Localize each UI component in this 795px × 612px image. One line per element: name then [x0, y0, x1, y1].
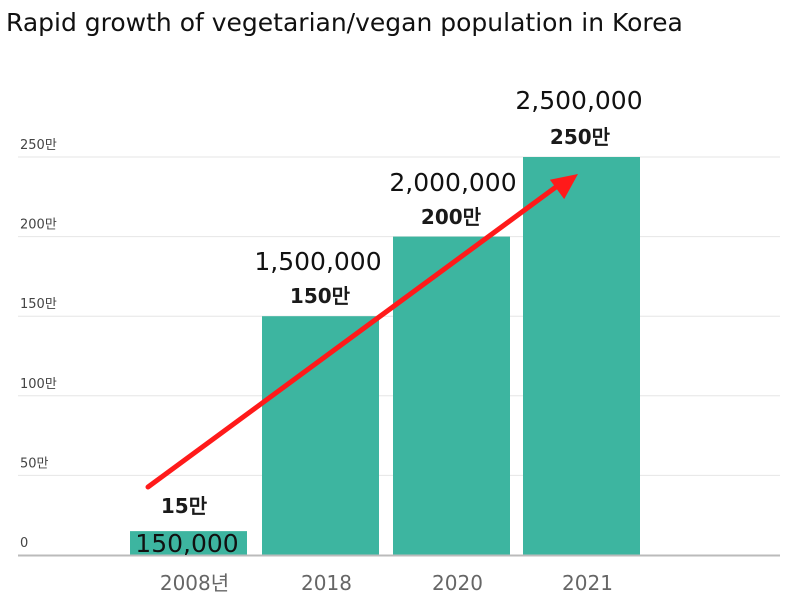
x-tick-label: 2021	[562, 571, 613, 595]
annotation-label: 2,500,000	[515, 86, 642, 115]
y-tick-label: 0	[20, 536, 28, 551]
y-tick-label: 50만	[20, 456, 49, 471]
data-label: 250만	[550, 125, 611, 149]
y-tick-label: 250만	[20, 138, 57, 153]
annotation-label: 150,000	[135, 529, 238, 558]
bar	[523, 157, 640, 555]
y-tick-label: 200만	[20, 218, 57, 233]
y-tick-label: 150만	[20, 297, 57, 312]
trend-arrow-head	[549, 174, 578, 200]
x-tick-label: 2020	[432, 571, 483, 595]
y-tick-label: 100만	[20, 377, 57, 392]
chart-title: Rapid growth of vegetarian/vegan populat…	[6, 8, 683, 37]
trend-arrow-line	[145, 181, 563, 490]
annotation-label: 1,500,000	[254, 247, 381, 276]
bar	[393, 236, 510, 555]
bar	[130, 531, 247, 555]
annotation-label: 2,000,000	[389, 168, 516, 197]
data-label: 15만	[161, 494, 208, 518]
data-label: 200만	[421, 205, 482, 229]
data-label: 150만	[290, 284, 351, 308]
bar	[262, 316, 379, 555]
x-tick-label: 2008년	[160, 571, 229, 595]
x-tick-label: 2018	[301, 571, 352, 595]
